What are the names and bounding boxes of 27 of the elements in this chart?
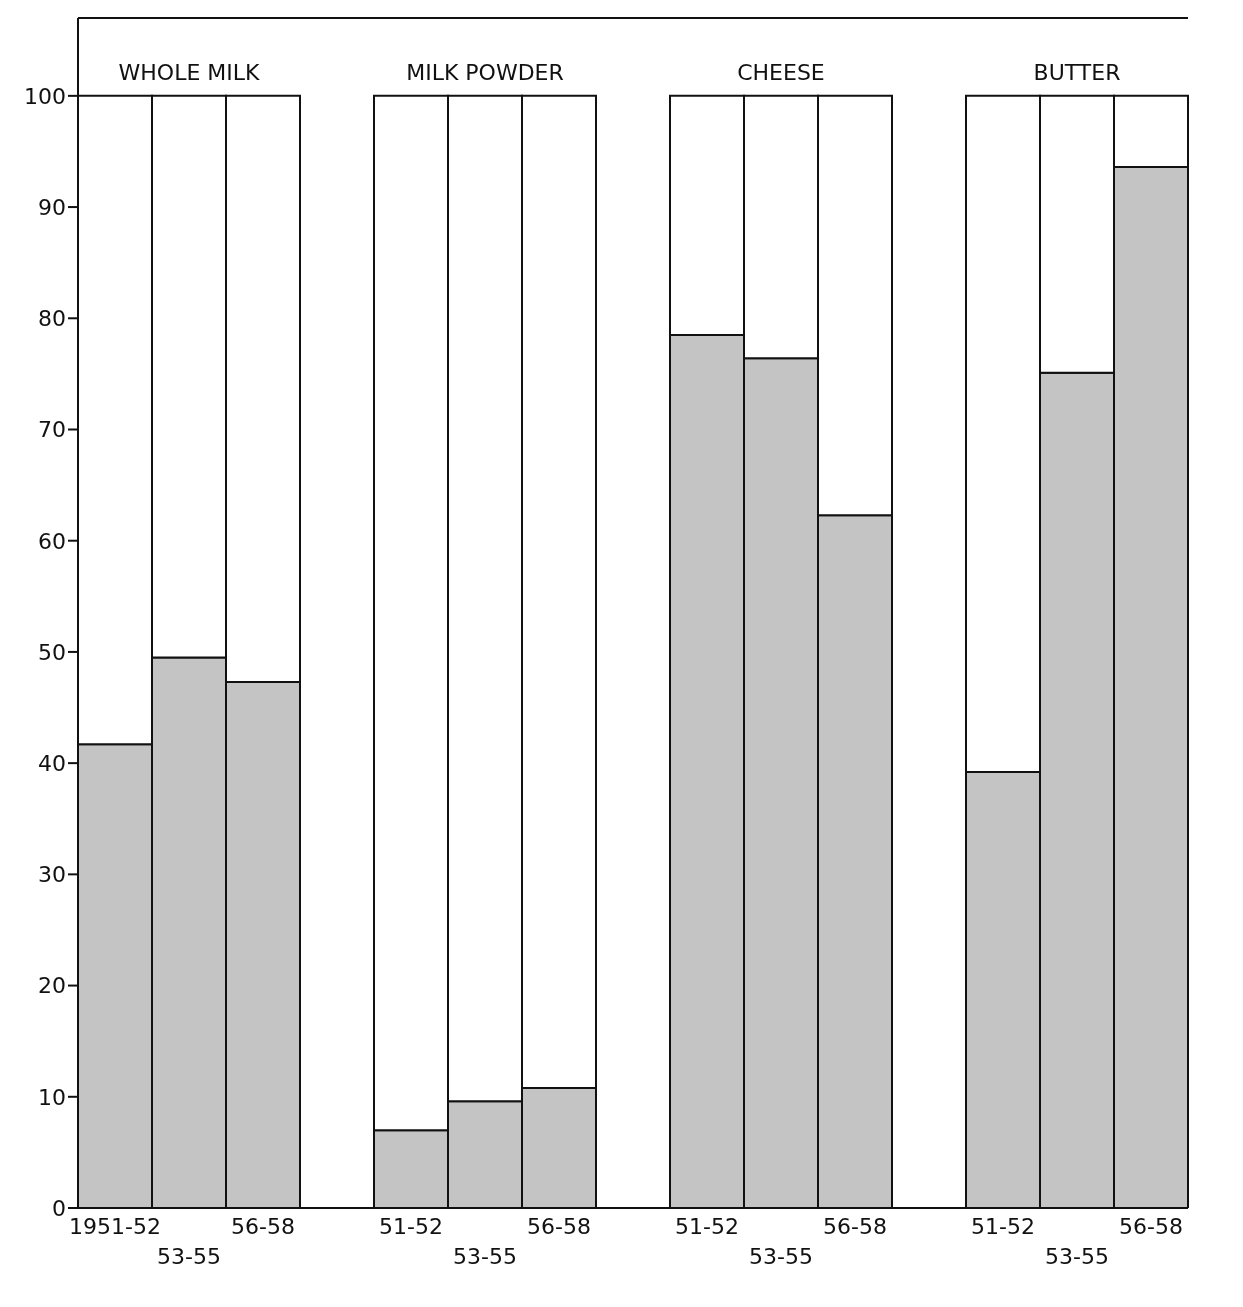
y-tick-label: 30 — [38, 862, 66, 888]
y-tick-label: 20 — [38, 973, 66, 999]
x-tick-label: 53-55 — [1045, 1244, 1109, 1269]
annotation: BUTTER — [1033, 59, 1121, 85]
y-tick-label: 40 — [38, 750, 66, 776]
x-tick-label: 56-58 — [823, 1214, 887, 1239]
x-tick-label: 56-58 — [231, 1214, 295, 1239]
x-tick-label: 56-58 — [1119, 1214, 1183, 1239]
x-tick-label: 53-55 — [749, 1244, 813, 1269]
y-tick-label: 70 — [38, 417, 66, 443]
x-tick-label: 53-55 — [453, 1244, 517, 1269]
x-tick-label: 51-52 — [379, 1214, 443, 1239]
y-tick-label: 100 — [24, 83, 66, 109]
x-tick-label: 51-52 — [971, 1214, 1035, 1239]
x-tick-label: 1951-52 — [69, 1214, 161, 1239]
y-tick-label: 50 — [38, 639, 66, 665]
y-tick-label: 90 — [38, 194, 66, 220]
y-tick-label: 10 — [38, 1084, 66, 1110]
x-tick-label: 51-52 — [675, 1214, 739, 1239]
y-tick-label: 80 — [38, 306, 66, 332]
y-tick-label: 60 — [38, 528, 66, 554]
y-tick-label: 0 — [52, 1195, 66, 1221]
x-tick-label: 53-55 — [157, 1244, 221, 1269]
annotation: MILK POWDER — [406, 59, 564, 85]
annotation: WHOLE MILK — [118, 59, 261, 85]
annotation: CHEESE — [737, 59, 825, 85]
x-tick-label: 56-58 — [527, 1214, 591, 1239]
